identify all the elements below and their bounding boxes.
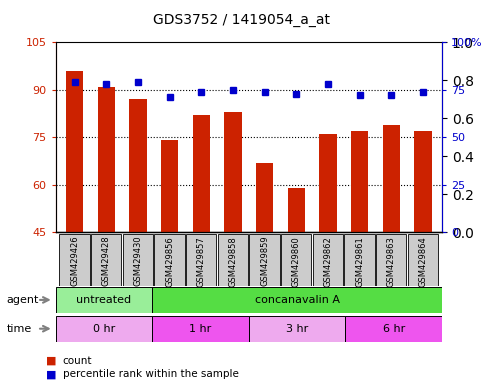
- Bar: [256, 163, 273, 375]
- Text: GSM429859: GSM429859: [260, 236, 269, 286]
- Bar: [351, 131, 369, 375]
- Bar: [287, 188, 305, 375]
- Text: GSM429856: GSM429856: [165, 236, 174, 286]
- Text: GSM429861: GSM429861: [355, 236, 364, 286]
- Bar: [155, 234, 185, 286]
- Bar: [91, 234, 121, 286]
- Bar: [186, 234, 216, 286]
- Bar: [129, 99, 147, 375]
- Bar: [59, 234, 90, 286]
- Bar: [319, 134, 337, 375]
- Text: GDS3752 / 1419054_a_at: GDS3752 / 1419054_a_at: [153, 13, 330, 27]
- Bar: [66, 71, 83, 375]
- Bar: [414, 131, 432, 375]
- Text: ■: ■: [46, 369, 57, 379]
- Text: agent: agent: [6, 295, 39, 305]
- Text: GSM429864: GSM429864: [418, 236, 427, 286]
- Text: GSM429860: GSM429860: [292, 236, 301, 286]
- Bar: [408, 234, 438, 286]
- Text: percentile rank within the sample: percentile rank within the sample: [63, 369, 239, 379]
- Text: time: time: [6, 324, 31, 334]
- Text: ■: ■: [46, 356, 57, 366]
- Text: count: count: [63, 356, 92, 366]
- Bar: [224, 112, 242, 375]
- Bar: [345, 316, 442, 342]
- Bar: [313, 234, 343, 286]
- Text: GSM429863: GSM429863: [387, 236, 396, 287]
- Bar: [249, 234, 280, 286]
- Bar: [56, 316, 152, 342]
- Bar: [383, 125, 400, 375]
- Bar: [152, 287, 442, 313]
- Bar: [56, 287, 152, 313]
- Bar: [249, 316, 345, 342]
- Text: GSM429428: GSM429428: [102, 236, 111, 286]
- Text: GSM429857: GSM429857: [197, 236, 206, 286]
- Text: GSM429426: GSM429426: [70, 236, 79, 286]
- Bar: [123, 234, 153, 286]
- Bar: [281, 234, 312, 286]
- Text: 1 hr: 1 hr: [189, 324, 212, 334]
- Text: untreated: untreated: [76, 295, 131, 305]
- Text: 3 hr: 3 hr: [286, 324, 308, 334]
- Bar: [376, 234, 407, 286]
- Bar: [218, 234, 248, 286]
- Text: 6 hr: 6 hr: [383, 324, 405, 334]
- Text: GSM429430: GSM429430: [133, 236, 142, 286]
- Bar: [98, 87, 115, 375]
- Text: concanavalin A: concanavalin A: [255, 295, 340, 305]
- Bar: [344, 234, 375, 286]
- Text: GSM429862: GSM429862: [324, 236, 332, 286]
- Bar: [161, 141, 178, 375]
- Text: 0 hr: 0 hr: [93, 324, 115, 334]
- Bar: [152, 316, 249, 342]
- Text: GSM429858: GSM429858: [228, 236, 238, 286]
- Bar: [193, 115, 210, 375]
